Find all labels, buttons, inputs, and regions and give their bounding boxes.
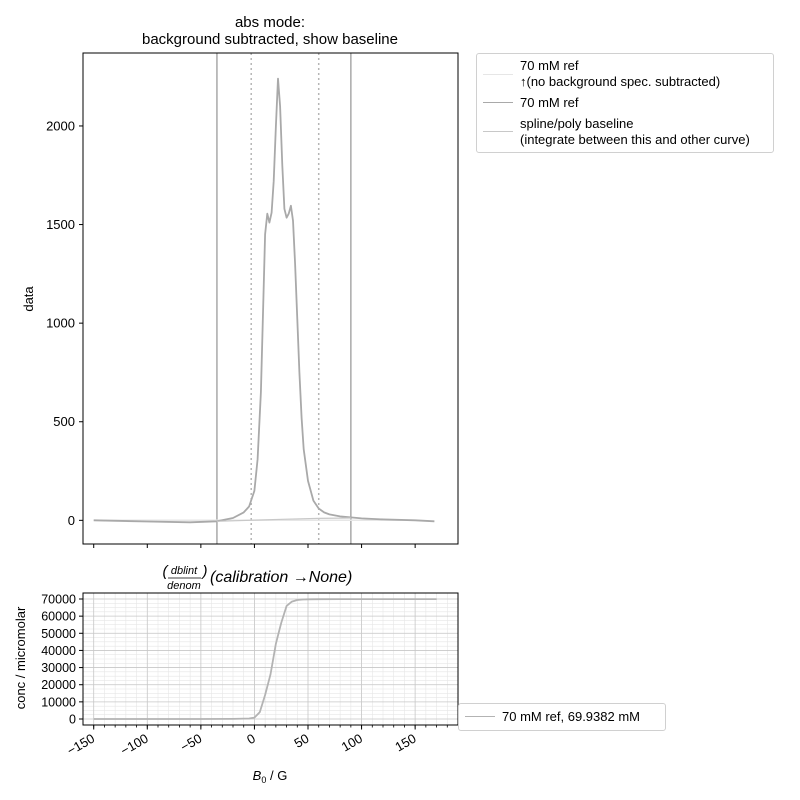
bottom-ytick-label: 20000: [41, 678, 76, 692]
bottom-ytick-label: 0: [69, 713, 76, 727]
top-series-group: [93, 77, 435, 524]
top-ytick-label: 500: [53, 414, 75, 429]
bottom-ytick-label: 70000: [41, 593, 76, 607]
legend-swatch-baseline: [483, 131, 513, 132]
bottom-xtick-label: 150: [392, 731, 418, 755]
bottom-xtick-label: −150: [64, 731, 97, 759]
bottom-grid: [83, 593, 458, 725]
bottom-series-group: [93, 598, 437, 720]
legend-label-baseline-line1: spline/poly baseline: [520, 116, 634, 131]
bottom-xtick-label: 0: [244, 731, 258, 748]
bottom-xtick-label: −50: [178, 731, 205, 755]
bottom-title-denominator: denom: [167, 580, 201, 592]
bottom-x-ticks: −150 −100 −50 0 50 100 150: [64, 725, 448, 759]
top-ytick-label: 1000: [46, 316, 75, 331]
legend-label-conc: 70 mM ref, 69.9382 mM: [502, 709, 640, 724]
bottom-legend: 70 mM ref, 69.9382 mM: [458, 703, 666, 731]
legend-swatch-raw: [483, 74, 513, 75]
bottom-ytick-label: 30000: [41, 661, 76, 675]
legend-label-raw-line2: ↑(no background spec. subtracted): [520, 74, 721, 89]
bottom-ytick-label: 10000: [41, 695, 76, 709]
bottom-xtick-label: 50: [291, 731, 311, 751]
bottom-chart: ( dblint denom ) (calibration →None) con…: [13, 563, 459, 785]
top-series-line-1: [93, 77, 435, 524]
bottom-ytick-label: 60000: [41, 610, 76, 624]
bottom-chart-xlabel: B0 / G: [253, 768, 288, 785]
bottom-series-line-0: [93, 598, 437, 720]
top-chart: abs mode: background subtracted, show ba…: [21, 14, 459, 548]
bottom-title-numerator: dblint: [171, 565, 198, 577]
top-ytick-label: 0: [68, 513, 75, 528]
top-ytick-label: 2000: [46, 118, 75, 133]
top-chart-ylabel: data: [21, 286, 36, 312]
legend-label-ref: 70 mM ref: [520, 95, 579, 110]
svg-text:): ): [201, 563, 208, 580]
top-ytick-label: 1500: [46, 217, 75, 232]
top-chart-title: abs mode:: [235, 14, 305, 31]
svg-text:(: (: [163, 563, 170, 580]
top-y-ticks: 0 500 1000 1500 2000: [46, 118, 83, 528]
legend-swatch-ref: [483, 102, 513, 103]
legend-label-baseline-line2: (integrate between this and other curve): [520, 132, 750, 147]
bottom-plot-frame: [82, 592, 459, 726]
top-series-line-2: [216, 517, 351, 522]
bottom-ytick-label: 50000: [41, 627, 76, 641]
top-vertical-markers: [216, 53, 352, 544]
bottom-chart-title: ( dblint denom ) (calibration →None): [163, 563, 353, 592]
legend-swatch-conc: [465, 716, 495, 717]
bottom-ytick-label: 40000: [41, 644, 76, 658]
bottom-y-ticks: 0 10000 20000 30000 40000 50000 60000 70000: [41, 593, 83, 727]
bottom-xtick-label: 100: [339, 731, 365, 755]
bottom-xtick-label: −100: [118, 731, 151, 759]
top-plot-frame: [82, 52, 459, 545]
bottom-title-rest: (calibration →None): [210, 569, 352, 586]
top-chart-subtitle: background subtracted, show baseline: [142, 31, 398, 48]
legend-label-raw-line1: 70 mM ref: [520, 58, 579, 73]
top-x-ticks: [93, 544, 416, 548]
top-legend: 70 mM ref ↑(no background spec. subtract…: [476, 53, 774, 153]
bottom-chart-ylabel: conc / micromolar: [13, 606, 28, 709]
